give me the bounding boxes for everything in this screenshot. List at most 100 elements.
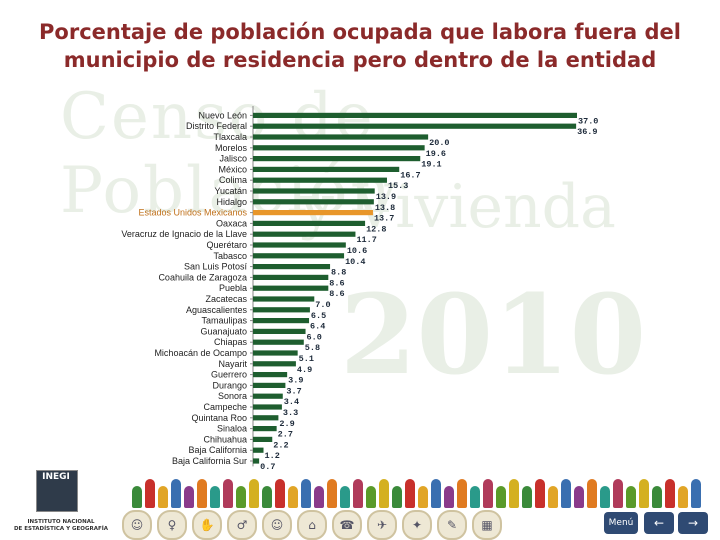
person-figure-icon [249, 479, 259, 508]
person-figure-icon [444, 486, 454, 508]
person-figure-icon [522, 486, 532, 508]
data-label: 20.0 [429, 138, 449, 148]
data-label: 6.5 [311, 311, 326, 321]
person-figure-icon [470, 486, 480, 508]
institute-name: INSTITUTO NACIONAL DE ESTADÍSTICA Y GEOG… [6, 519, 116, 533]
data-label: 2.7 [278, 430, 293, 440]
category-label: Yucatán [214, 186, 247, 196]
category-label: Puebla [219, 283, 247, 293]
category-label: San Luis Potosí [184, 262, 248, 272]
data-label: 37.0 [578, 116, 598, 126]
category-icon[interactable]: ✋ [192, 510, 222, 540]
data-label: 11.7 [356, 235, 376, 245]
person-figure-icon [366, 486, 376, 508]
person-figure-icon [158, 486, 168, 508]
category-icon[interactable]: ⌂ [297, 510, 327, 540]
person-figure-icon [262, 486, 272, 508]
data-label: 19.1 [421, 160, 441, 170]
category-label: Estados Unidos Mexicanos [138, 208, 247, 218]
bar [253, 361, 296, 367]
institute-name-line-2: DE ESTADÍSTICA Y GEOGRAFÍA [13, 526, 109, 532]
data-label: 8.6 [329, 289, 344, 299]
data-label: 10.4 [345, 257, 365, 267]
bar [253, 242, 346, 248]
bar [253, 285, 329, 291]
data-label: 3.9 [288, 376, 303, 386]
person-figure-icon [483, 479, 493, 508]
category-label: Campeche [203, 402, 247, 412]
bar [253, 393, 283, 399]
data-label: 5.8 [305, 343, 320, 353]
person-figure-icon [509, 479, 519, 508]
category-label: Coahuila de Zaragoza [158, 272, 247, 282]
bar [253, 296, 315, 302]
person-figure-icon [340, 486, 350, 508]
category-icon[interactable]: ☎ [332, 510, 362, 540]
category-icon[interactable]: ▦ [472, 510, 502, 540]
bar [253, 188, 375, 194]
menu-button[interactable]: Menú [604, 512, 638, 534]
category-icon[interactable]: ☺ [122, 510, 152, 540]
person-figure-icon [431, 479, 441, 508]
person-figure-icon [665, 479, 675, 508]
data-label: 4.9 [297, 365, 312, 375]
data-label: 8.8 [331, 268, 346, 278]
bar [253, 134, 429, 140]
person-figure-icon [197, 479, 207, 508]
bar [253, 382, 286, 388]
bar [253, 372, 288, 378]
category-label: Chihuahua [203, 434, 247, 444]
person-figure-icon [210, 486, 220, 508]
person-figure-icon [236, 486, 246, 508]
bar [253, 350, 298, 356]
person-figure-icon [548, 486, 558, 508]
category-label: México [218, 164, 247, 174]
category-label: Hidalgo [216, 197, 247, 207]
category-label: Nuevo León [198, 110, 247, 120]
institute-name-line-1: INSTITUTO NACIONAL [27, 519, 95, 525]
data-label: 3.7 [286, 386, 301, 396]
person-figure-icon [626, 486, 636, 508]
data-label: 16.7 [400, 170, 420, 180]
person-figure-icon [301, 479, 311, 508]
bar [253, 166, 400, 172]
person-figure-icon [171, 479, 181, 508]
category-label: Jalisco [219, 154, 247, 164]
data-label: 2.2 [273, 440, 288, 450]
person-figure-icon [184, 486, 194, 508]
arrow-right-icon: → [687, 516, 699, 530]
bar [253, 264, 331, 270]
category-label: Sonora [218, 391, 247, 401]
person-figure-icon [132, 486, 142, 508]
person-figure-icon [405, 479, 415, 508]
category-icon[interactable]: ☺ [262, 510, 292, 540]
category-icon[interactable]: ♂ [227, 510, 257, 540]
bar [253, 253, 345, 259]
category-icon[interactable]: ✈ [367, 510, 397, 540]
back-button[interactable]: ← [644, 512, 674, 534]
bar [253, 404, 282, 410]
category-label: Sinaloa [217, 424, 247, 434]
person-figure-icon [600, 486, 610, 508]
bar [253, 145, 425, 151]
bar [253, 436, 273, 442]
person-figure-icon [314, 486, 324, 508]
data-label: 19.6 [426, 149, 446, 159]
person-figure-icon [639, 479, 649, 508]
bar [253, 231, 356, 237]
data-label: 1.2 [265, 451, 280, 461]
person-figure-icon [678, 486, 688, 508]
arrow-left-icon: ← [653, 516, 665, 530]
inegi-logo-text: INEGI [42, 472, 70, 482]
category-icon[interactable]: ♀ [157, 510, 187, 540]
category-icon[interactable]: ✎ [437, 510, 467, 540]
data-label: 10.6 [347, 246, 367, 256]
data-label: 0.7 [260, 462, 275, 470]
data-label: 12.8 [366, 224, 386, 234]
data-label: 3.4 [284, 397, 299, 407]
person-figure-icon [145, 479, 155, 508]
person-figure-icon [613, 479, 623, 508]
person-figure-icon [496, 486, 506, 508]
forward-button[interactable]: → [678, 512, 708, 534]
category-icon[interactable]: ✦ [402, 510, 432, 540]
